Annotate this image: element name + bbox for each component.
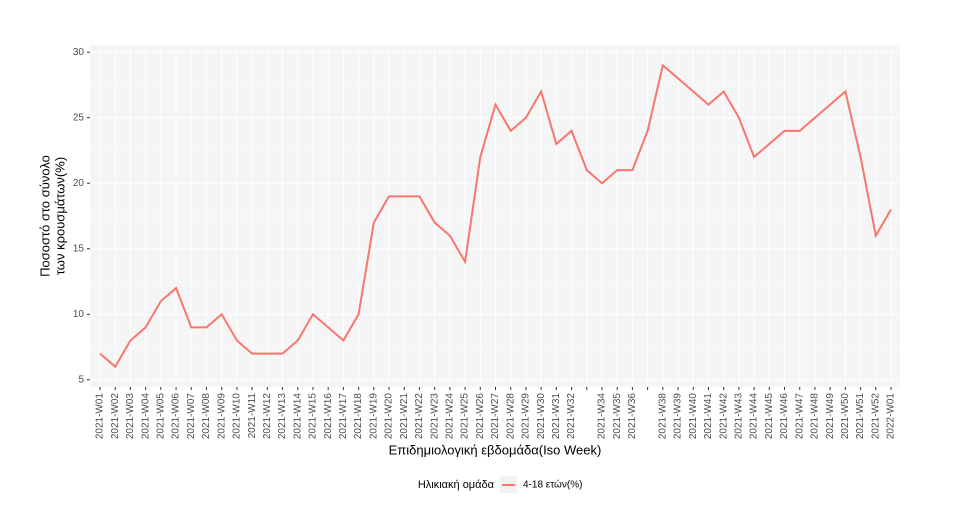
y-tick-label: 15 (73, 243, 85, 254)
x-tick-label: 2021-W46 (779, 393, 790, 440)
x-tick-label: 2021-W06 (171, 393, 182, 440)
x-tick-label: 2021-W45 (764, 393, 775, 440)
x-tick-label: 2021-W30 (536, 393, 547, 440)
y-tick-label: 10 (73, 309, 85, 320)
y-tick-label: 20 (73, 178, 85, 189)
x-tick-label: 2021-W47 (794, 393, 805, 440)
x-tick-label: 2021-W02 (110, 393, 121, 440)
x-tick-label: 2021-W12 (262, 393, 273, 440)
x-tick-label: 2021-W52 (870, 393, 881, 440)
x-tick-label: 2021-W35 (612, 393, 623, 440)
x-tick-label: 2021-W36 (627, 393, 638, 440)
x-tick-label: 2021-W17 (338, 393, 349, 440)
x-tick-label: 2021-W50 (840, 393, 851, 440)
legend-label: 4-18 ετών(%) (523, 479, 582, 491)
x-tick-label: 2021-W49 (825, 393, 836, 440)
x-tick-label: 2021-W22 (414, 393, 425, 440)
x-tick-label: 2021-W18 (353, 393, 364, 440)
x-tick-label: 2021-W07 (186, 393, 197, 440)
x-tick-label: 2021-W43 (734, 393, 745, 440)
x-tick-label: 2021-W29 (521, 393, 532, 440)
y-axis-title: Ποσοστό στο σύνολο (37, 155, 52, 277)
x-tick-label: 2021-W16 (323, 393, 334, 440)
x-tick-label: 2021-W32 (566, 393, 577, 440)
x-tick-label: 2021-W03 (125, 393, 136, 440)
x-tick-label: 2021-W39 (673, 393, 684, 440)
line-series (99, 63, 892, 369)
x-tick-label: 2021-W23 (429, 393, 440, 440)
x-tick-label: 2021-W09 (216, 393, 227, 440)
y-tick-label: 5 (78, 374, 84, 385)
x-tick-label: 2021-W40 (688, 393, 699, 440)
x-tick-label: 2021-W42 (718, 393, 729, 440)
x-tick-label: 2021-W15 (308, 393, 319, 440)
x-tick-label: 2021-W01 (95, 393, 106, 440)
x-tick-label: 2021-W27 (490, 393, 501, 440)
x-tick-label: 2021-W08 (201, 393, 212, 440)
x-tick-label: 2021-W48 (810, 393, 821, 440)
x-tick-label: 2021-W14 (292, 393, 303, 440)
x-tick-label: 2021-W21 (399, 393, 410, 440)
x-tick-label: 2021-W26 (475, 393, 486, 440)
x-tick-label: 2022-W01 (886, 393, 897, 440)
x-tick-label: 2021-W13 (277, 393, 288, 440)
x-tick-label: 2021-W20 (384, 393, 395, 440)
y-axis-title: των κρουσμάτων(%) (52, 157, 67, 275)
legend-title: Ηλικιακή ομάδα (418, 479, 495, 491)
x-tick-label: 2021-W51 (855, 393, 866, 440)
x-tick-label: 2021-W24 (445, 393, 456, 440)
x-tick-label: 2021-W04 (140, 393, 151, 440)
x-tick-label: 2021-W41 (703, 393, 714, 440)
y-tick-label: 30 (73, 47, 85, 58)
x-axis-title: Επιδημιολογική εβδομάδα(Iso Week) (389, 442, 602, 457)
x-tick-label: 2021-W10 (232, 393, 243, 440)
x-tick-label: 2021-W19 (368, 393, 379, 440)
x-tick-label: 2021-W44 (749, 393, 760, 440)
x-tick-label: 2021-W25 (460, 393, 471, 440)
x-tick-label: 2021-W05 (155, 393, 166, 440)
x-tick-label: 2021-W31 (551, 393, 562, 440)
y-tick-label: 25 (73, 112, 85, 123)
x-tick-label: 2021-W34 (597, 393, 608, 440)
x-tick-label: 2021-W38 (657, 393, 668, 440)
x-tick-label: 2021-W11 (247, 393, 258, 439)
x-tick-label: 2021-W28 (505, 393, 516, 440)
